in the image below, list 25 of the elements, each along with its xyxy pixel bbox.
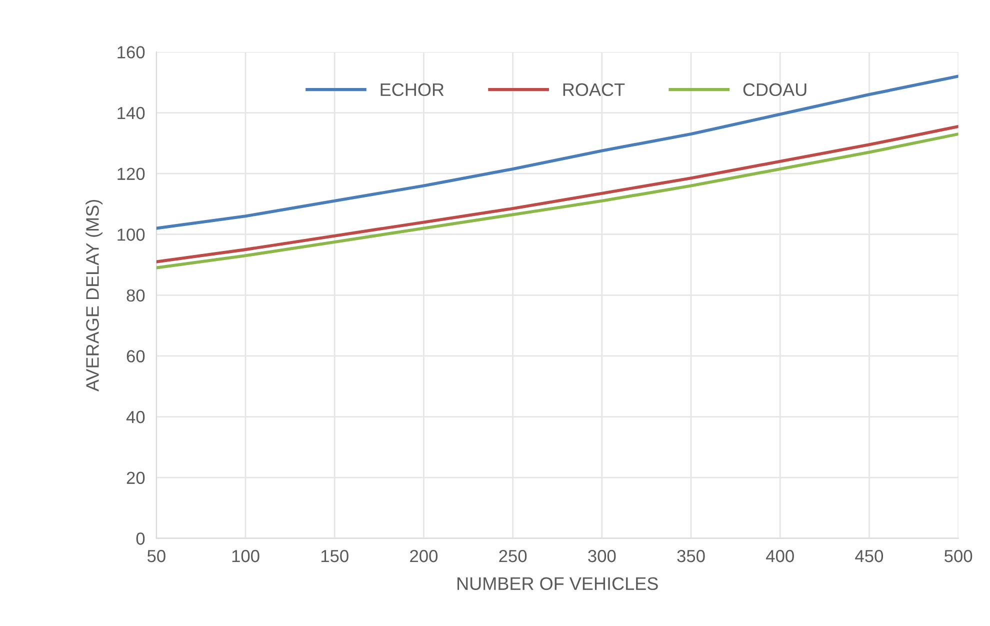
x-tick-label: 100 bbox=[232, 550, 260, 562]
y-tick-label: 80 bbox=[126, 289, 145, 302]
y-tick-label: 100 bbox=[118, 228, 145, 241]
legend-label: ECHOR bbox=[380, 83, 444, 96]
x-tick-label: 150 bbox=[321, 550, 348, 562]
x-axis-title: NUMBER OF VEHICLES bbox=[458, 577, 658, 590]
x-tick-label: 400 bbox=[766, 550, 794, 562]
y-tick-label: 160 bbox=[118, 46, 145, 58]
x-tick-label: 350 bbox=[677, 550, 705, 562]
x-tick-label: 300 bbox=[588, 550, 616, 562]
y-tick-label: 20 bbox=[126, 472, 145, 484]
x-tick-label: 250 bbox=[499, 550, 527, 562]
legend-label: ROACT bbox=[563, 83, 625, 96]
x-tick-label: 50 bbox=[147, 550, 166, 562]
y-tick-label: 60 bbox=[126, 350, 145, 362]
line-series bbox=[156, 74, 958, 230]
y-tick-label: 140 bbox=[118, 106, 145, 120]
x-tick-label: 500 bbox=[944, 550, 972, 562]
x-tick-label: 200 bbox=[410, 550, 438, 562]
y-tick-label: 40 bbox=[126, 410, 145, 424]
y-tick-label: 120 bbox=[118, 168, 145, 180]
legend-label: CDOAU bbox=[743, 83, 806, 96]
x-tick-label: 450 bbox=[855, 550, 884, 562]
y-axis-title: AVERAGE DELAY (MS) bbox=[86, 200, 102, 392]
y-tick-label: 0 bbox=[136, 532, 145, 545]
